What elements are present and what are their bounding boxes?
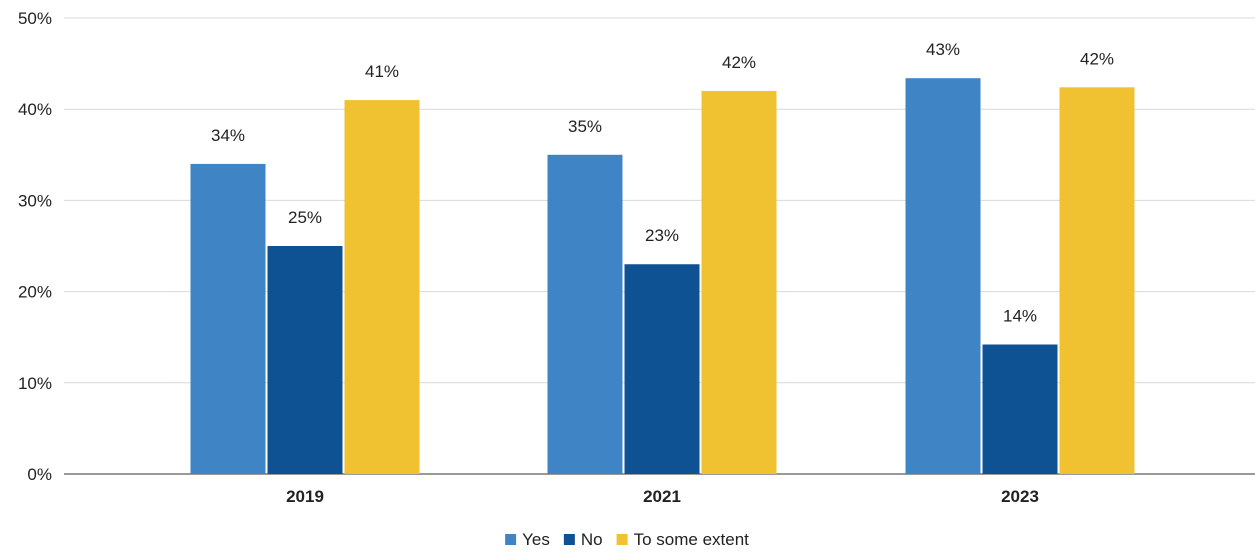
legend-swatch [505,534,517,545]
legend-label: Yes [522,530,550,549]
bar-no-2021 [624,264,700,474]
data-label: 25% [288,208,322,227]
y-tick-label: 0% [27,465,52,484]
bars [190,78,1135,475]
bar-to-some-extent-2019 [344,100,420,474]
data-labels: 34% 25% 41% 35% 23% 42% 43% 14% 42% [211,40,1114,325]
bar-yes-2021 [547,154,623,475]
x-tick-label: 2021 [643,487,681,506]
data-label: 23% [645,226,679,245]
legend-item-to-some-extent: To some extent [616,530,750,549]
legend-swatch [616,534,628,545]
x-tick-label: 2023 [1001,487,1039,506]
legend-swatch [563,534,575,545]
x-tick-label: 2019 [286,487,324,506]
bar-no-2019 [267,246,343,474]
legend: Yes No To some extent [505,530,749,549]
bar-yes-2019 [190,163,266,475]
bar-no-2023 [982,344,1058,474]
legend-item-no: No [563,530,603,549]
data-label: 41% [365,62,399,81]
legend-label: To some extent [634,530,750,549]
bar-yes-2023 [905,78,981,474]
legend-label: No [581,530,603,549]
y-tick-label: 30% [18,191,52,210]
bar-to-some-extent-2021 [701,90,777,475]
legend-item-yes: Yes [505,530,550,549]
y-tick-label: 10% [18,374,52,393]
data-label: 43% [926,40,960,59]
data-label: 35% [568,117,602,136]
data-label: 42% [722,53,756,72]
data-label: 34% [211,126,245,145]
x-axis-ticks: 2019 2021 2023 [286,487,1039,506]
data-label: 14% [1003,306,1037,325]
data-label: 42% [1080,49,1114,68]
y-axis-ticks: 0% 10% 20% 30% 40% 50% [18,9,52,484]
y-tick-label: 20% [18,283,52,302]
y-tick-label: 40% [18,100,52,119]
y-tick-label: 50% [18,9,52,28]
bar-to-some-extent-2023 [1059,87,1135,474]
